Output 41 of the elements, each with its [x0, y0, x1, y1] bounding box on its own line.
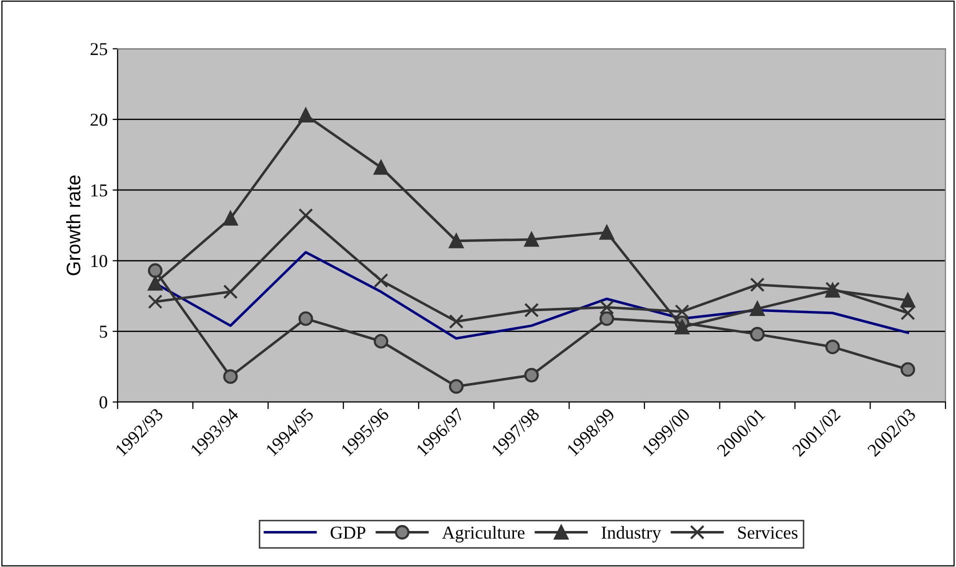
point [600, 311, 614, 326]
point [674, 304, 690, 319]
legend-label: GDP [330, 526, 366, 539]
legend-label: Services [738, 526, 798, 539]
point [374, 273, 388, 288]
legend-label: Industry [602, 526, 662, 542]
point [600, 225, 614, 240]
y-tick-label: 0 [100, 396, 108, 408]
point [825, 340, 840, 354]
point [223, 284, 238, 300]
point [148, 263, 163, 278]
y-tick-label: 5 [100, 326, 108, 338]
y-axis-title: Growth rate [66, 175, 80, 276]
y-tick-label: 10 [91, 254, 108, 268]
point [298, 311, 314, 326]
point [298, 108, 314, 122]
y-tick-label: 15 [91, 184, 108, 196]
point [298, 208, 314, 223]
point [900, 362, 916, 377]
point [223, 369, 238, 384]
point [600, 300, 614, 315]
point [900, 306, 916, 320]
point [900, 292, 916, 308]
legend-label: Agriculture [442, 526, 524, 542]
point [524, 368, 539, 382]
point [374, 334, 388, 349]
point [374, 160, 388, 175]
point [223, 211, 238, 226]
point [524, 232, 539, 247]
point [148, 276, 163, 291]
point [448, 379, 464, 394]
point [674, 320, 690, 334]
y-tick-label: 20 [90, 114, 108, 126]
point [750, 277, 765, 292]
point [148, 294, 163, 309]
y-tick-label: 25 [90, 43, 108, 56]
point [448, 234, 464, 248]
point [750, 326, 765, 342]
point [524, 302, 539, 318]
point [448, 314, 464, 329]
point [750, 301, 765, 316]
